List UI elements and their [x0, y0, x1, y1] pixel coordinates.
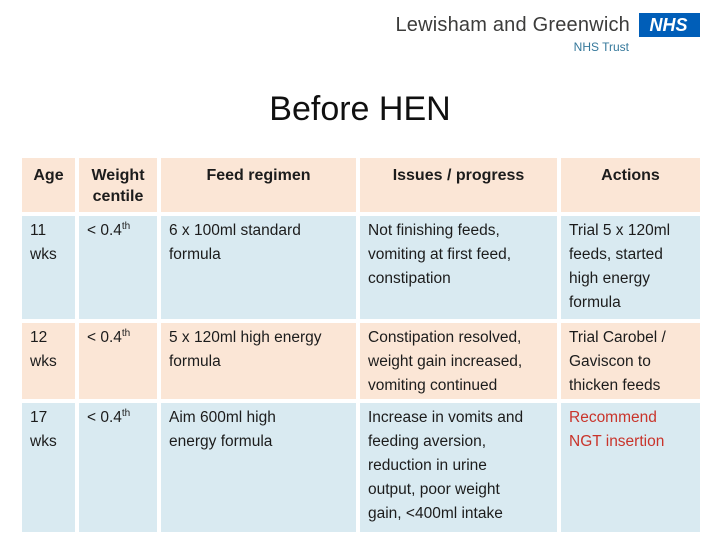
nhs-trust-sublabel: NHS Trust: [573, 40, 629, 54]
centile-suffix: th: [121, 408, 131, 419]
nhs-logo-icon: NHS: [639, 13, 700, 37]
cell-age: 11 wks: [22, 216, 75, 319]
cell-feed-regimen: 6 x 100ml standard formula: [161, 216, 356, 319]
centile-value: < 0.4: [87, 222, 122, 239]
cell-feed-regimen: Aim 600ml high energy formula: [161, 403, 356, 532]
trust-name-label: Lewisham and Greenwich: [395, 13, 630, 36]
cell-feed-regimen: 5 x 120ml high energy formula: [161, 323, 356, 399]
cell-age: 17 wks: [22, 403, 75, 532]
column-header-actions: Actions: [561, 158, 700, 212]
cell-weight-centile: < 0.4th: [79, 403, 157, 532]
centile-suffix: th: [121, 221, 131, 232]
centile-value: < 0.4: [87, 329, 122, 346]
cell-weight-centile: < 0.4th: [79, 323, 157, 399]
cell-weight-centile: < 0.4th: [79, 216, 157, 319]
column-header-weight-centile: Weight centile: [79, 158, 157, 212]
column-header-issues-progress: Issues / progress: [360, 158, 557, 212]
cell-age: 12 wks: [22, 323, 75, 399]
nhs-logo-text: NHS: [649, 15, 688, 35]
column-header-feed-regimen: Feed regimen: [161, 158, 356, 212]
column-header-age: Age: [22, 158, 75, 212]
cell-actions: Trial 5 x 120ml feeds, started high ener…: [561, 216, 700, 319]
feeding-history-table: Age Weight centile Feed regimen Issues /…: [22, 158, 700, 532]
nhs-trust-logo: Lewisham and Greenwich NHS NHS Trust: [370, 13, 700, 54]
cell-actions: Trial Carobel / Gaviscon to thicken feed…: [561, 323, 700, 399]
cell-issues-progress: Constipation resolved, weight gain incre…: [360, 323, 557, 399]
cell-issues-progress: Increase in vomits and feeding aversion,…: [360, 403, 557, 532]
centile-suffix: th: [121, 328, 131, 339]
cell-actions-recommendation: Recommend NGT insertion: [561, 403, 700, 532]
cell-issues-progress: Not finishing feeds, vomiting at first f…: [360, 216, 557, 319]
centile-value: < 0.4: [87, 409, 122, 426]
slide-title: Before HEN: [269, 90, 451, 128]
